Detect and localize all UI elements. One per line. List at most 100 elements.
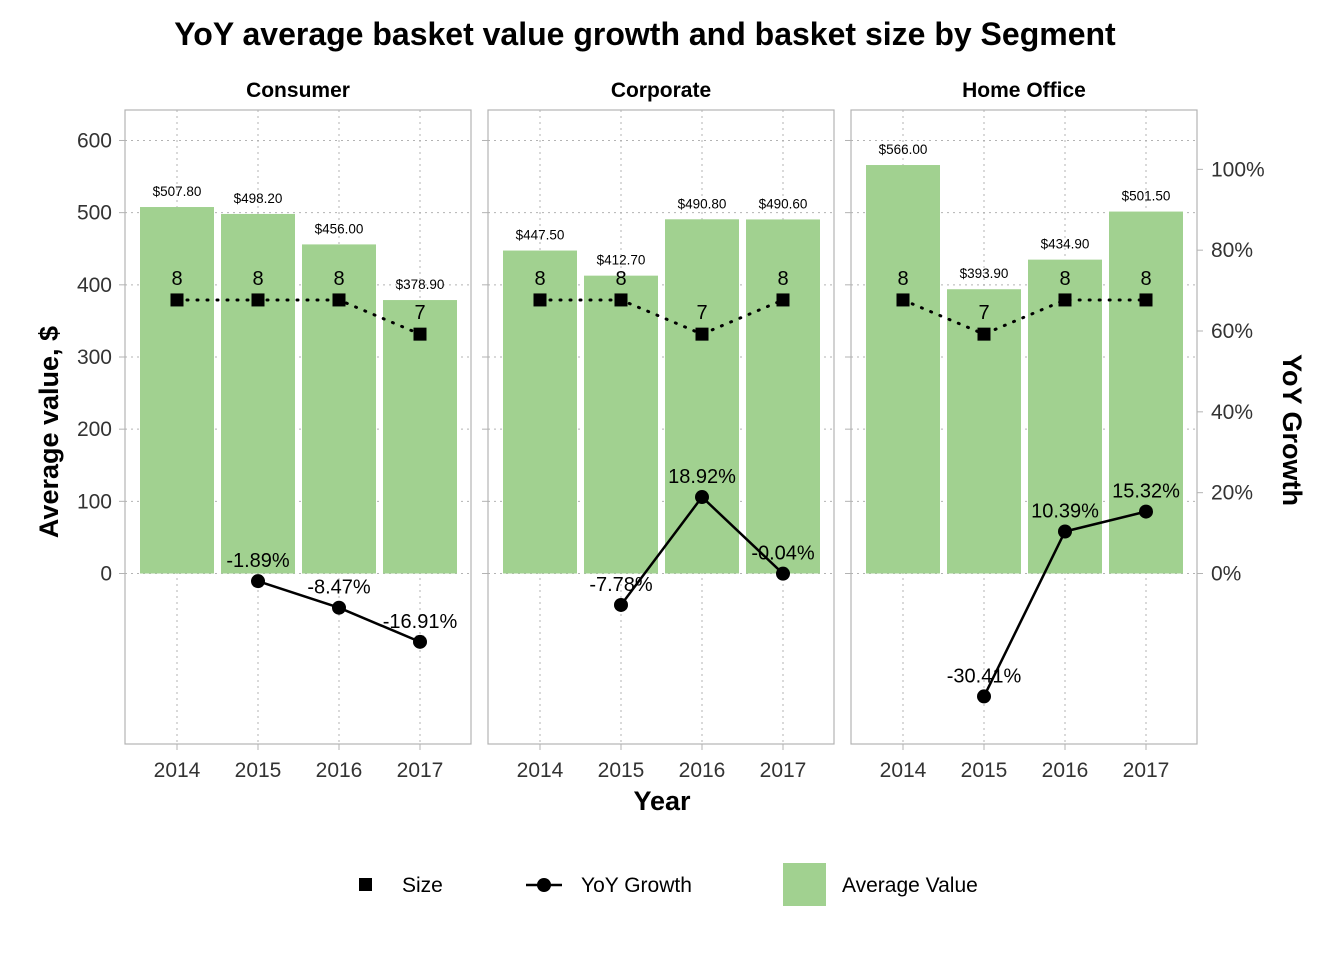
growth-point <box>332 600 346 615</box>
x-tick-label: 2015 <box>598 759 645 782</box>
size-point <box>776 293 790 307</box>
x-tick-label: 2016 <box>316 759 363 782</box>
bar <box>1028 259 1102 574</box>
growth-point <box>695 490 709 505</box>
y-tick-label: 400 <box>77 274 112 297</box>
growth-point <box>776 566 790 581</box>
facet-panels: Consumer $507.80 $498.20 $456.00 $378.90 8 8 8 7… <box>119 79 1198 782</box>
y2-tick-label: 0% <box>1211 563 1241 586</box>
size-line <box>175 298 422 336</box>
x-tick-label: 2017 <box>1123 759 1170 782</box>
growth-label: 10.39% <box>1031 501 1099 523</box>
size-label: 8 <box>615 268 626 290</box>
x-tick-label: 2016 <box>679 759 726 782</box>
size-point <box>896 293 910 307</box>
size-label: 7 <box>696 302 707 324</box>
bar <box>746 219 820 574</box>
bar-value-label: $490.60 <box>759 196 808 211</box>
y2-tick-label: 40% <box>1211 401 1253 424</box>
facet-label: Consumer <box>246 79 350 102</box>
facet-corporate: Corporate $447.50 $412.70 $490.80 $490.60 8 8 7… <box>482 79 835 782</box>
y2-tick-label: 60% <box>1211 320 1253 343</box>
y-tick-label: 300 <box>77 346 112 369</box>
legend-value-label: Average Value <box>842 874 978 897</box>
y-tick-label: 600 <box>77 129 112 152</box>
bar-value-label: $456.00 <box>315 221 364 236</box>
size-point <box>332 293 346 307</box>
bar-value-label: $447.50 <box>516 228 565 243</box>
bar <box>665 219 739 574</box>
x-tick-label: 2014 <box>517 759 564 782</box>
y2-tick-label: 20% <box>1211 482 1253 505</box>
size-label: 8 <box>1140 268 1151 290</box>
x-tick-label: 2014 <box>880 759 927 782</box>
x-tick-label: 2015 <box>961 759 1008 782</box>
growth-label: -30.41% <box>947 665 1022 687</box>
facet-home-office: Home Office $566.00 $393.90 $434.90 $501.50 8… <box>845 79 1198 782</box>
size-point <box>413 327 427 341</box>
facet-consumer: Consumer $507.80 $498.20 $456.00 $378.90 8 8 8 7… <box>119 79 472 782</box>
facet-label: Home Office <box>962 79 1086 102</box>
bar-value-label: $490.80 <box>678 196 727 211</box>
size-line <box>901 298 1148 336</box>
size-point <box>614 293 628 307</box>
panel-border <box>487 109 835 745</box>
growth-point <box>614 597 628 612</box>
x-tick-label: 2016 <box>1042 759 1089 782</box>
size-point <box>533 293 547 307</box>
bar-value-label: $378.90 <box>396 277 445 292</box>
legend: Size YoY Growth Average Value <box>359 863 978 906</box>
y-axis: 0 100 200 300 400 500 600 <box>77 129 112 585</box>
bar-value-label: $393.90 <box>960 266 1009 281</box>
y2-axis: 0% 20% 40% 60% 80% 100% <box>1197 158 1265 586</box>
bar <box>584 275 658 574</box>
legend-size-key <box>359 878 372 891</box>
bar <box>866 165 940 574</box>
panel-border <box>850 109 1198 745</box>
size-label: 8 <box>252 268 263 290</box>
size-label: 7 <box>414 302 425 324</box>
x-tick-label: 2017 <box>397 759 444 782</box>
growth-point <box>1139 504 1153 519</box>
bar-value-label: $507.80 <box>153 184 202 199</box>
size-label: 8 <box>171 268 182 290</box>
size-point <box>695 327 709 341</box>
x-tick-label: 2017 <box>760 759 807 782</box>
facet-label: Corporate <box>611 79 711 102</box>
size-label: 8 <box>897 268 908 290</box>
growth-point <box>251 574 265 589</box>
size-point <box>170 293 184 307</box>
size-label: 8 <box>534 268 545 290</box>
y-tick-label: 200 <box>77 418 112 441</box>
y2-tick-label: 80% <box>1211 239 1253 262</box>
y-tick-label: 0 <box>100 563 112 586</box>
growth-label: 15.32% <box>1112 481 1180 503</box>
size-point <box>1058 293 1072 307</box>
size-label: 8 <box>333 268 344 290</box>
bar <box>140 207 214 574</box>
size-line <box>538 298 785 336</box>
size-label: 8 <box>777 268 788 290</box>
bar-value-label: $566.00 <box>879 142 928 157</box>
growth-point <box>1058 524 1072 539</box>
chart-title: YoY average basket value growth and bask… <box>174 16 1116 52</box>
bar <box>221 213 295 574</box>
bar-value-label: $501.50 <box>1122 189 1171 204</box>
growth-label: -1.89% <box>226 550 290 572</box>
growth-label: -0.04% <box>751 543 815 565</box>
growth-label: -16.91% <box>383 611 458 633</box>
x-tick-label: 2014 <box>154 759 201 782</box>
legend-growth-label: YoY Growth <box>581 874 692 897</box>
panel-border <box>124 109 472 745</box>
size-point <box>1139 293 1153 307</box>
size-point <box>251 293 265 307</box>
growth-label: -7.78% <box>589 574 653 596</box>
x-axis-title: Year <box>633 786 691 816</box>
growth-label: -8.47% <box>307 577 371 599</box>
y2-axis-title: YoY Growth <box>1277 354 1307 506</box>
bar-value-label: $412.70 <box>597 253 646 268</box>
y-tick-label: 500 <box>77 202 112 225</box>
y2-tick-label: 100% <box>1211 158 1265 181</box>
bar-value-label: $498.20 <box>234 191 283 206</box>
